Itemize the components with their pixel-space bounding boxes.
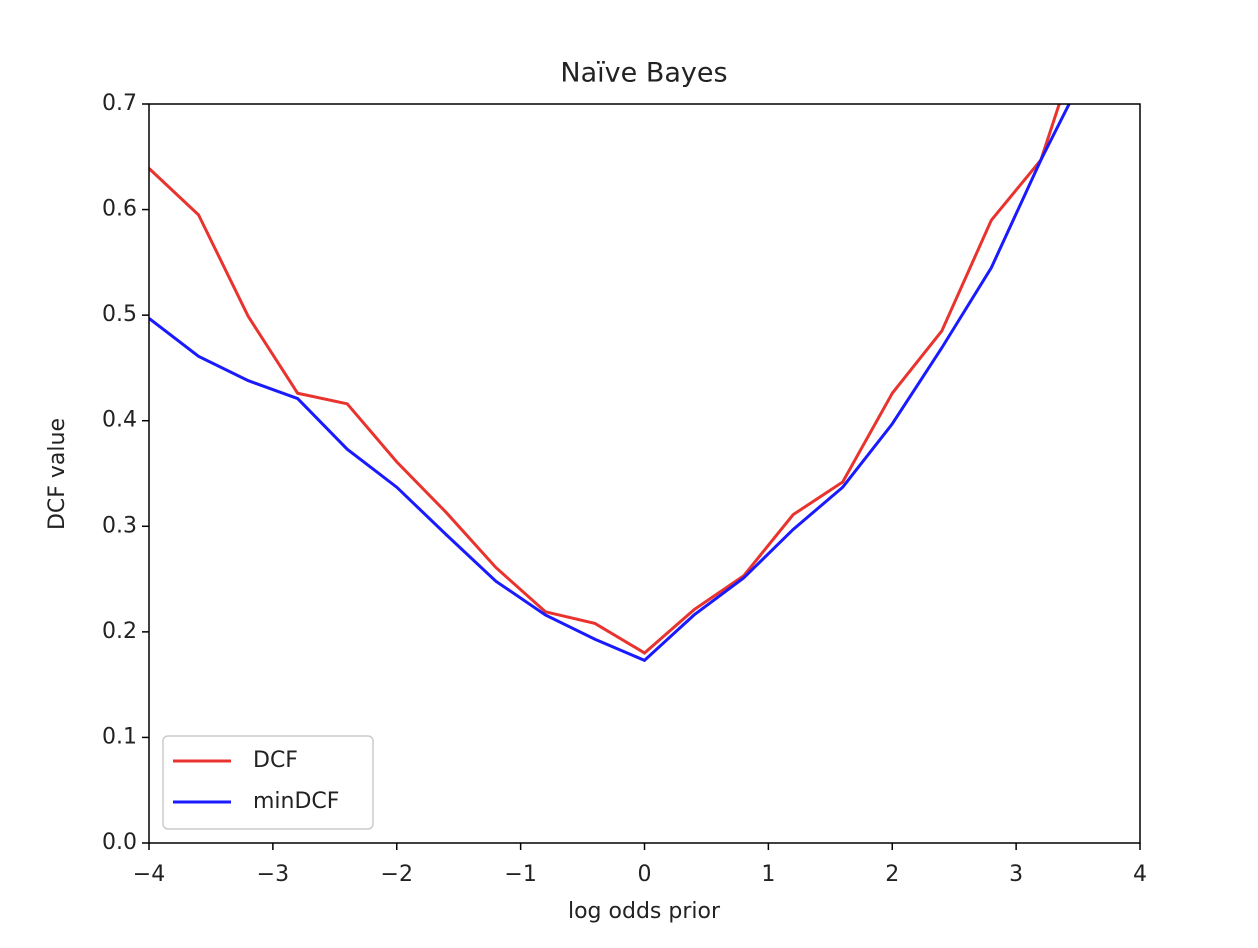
- y-axis-label: DCF value: [45, 418, 70, 530]
- legend-label: DCF: [253, 748, 298, 773]
- legend-box: [162, 735, 374, 830]
- plot-area: [149, 104, 1071, 663]
- x-tick-label: 3: [1009, 862, 1023, 887]
- data-line: [149, 104, 1071, 663]
- x-tick-label: −4: [133, 862, 165, 887]
- x-tick-label: −2: [381, 862, 413, 887]
- x-axis-label: log odds prior: [568, 899, 721, 924]
- chart-title: Naïve Bayes: [560, 58, 727, 89]
- x-tick-label: 4: [1133, 862, 1147, 887]
- y-tick-label: 0.4: [102, 408, 137, 433]
- axes-frame: [148, 103, 1141, 844]
- data-line: [149, 104, 1061, 655]
- x-tick-label: 2: [885, 862, 899, 887]
- x-tick-label: −1: [504, 862, 536, 887]
- y-tick-label: 0.0: [102, 830, 137, 855]
- x-tick-label: −3: [257, 862, 289, 887]
- y-tick-label: 0.7: [102, 91, 137, 116]
- y-tick-label: 0.1: [102, 724, 137, 749]
- y-tick-label: 0.2: [102, 619, 137, 644]
- x-tick-label: 0: [638, 862, 652, 887]
- x-tick-label: 1: [761, 862, 775, 887]
- y-tick-label: 0.3: [102, 513, 137, 538]
- legend-label: minDCF: [253, 789, 339, 814]
- y-tick-label: 0.6: [102, 197, 137, 222]
- y-tick-label: 0.5: [102, 302, 137, 327]
